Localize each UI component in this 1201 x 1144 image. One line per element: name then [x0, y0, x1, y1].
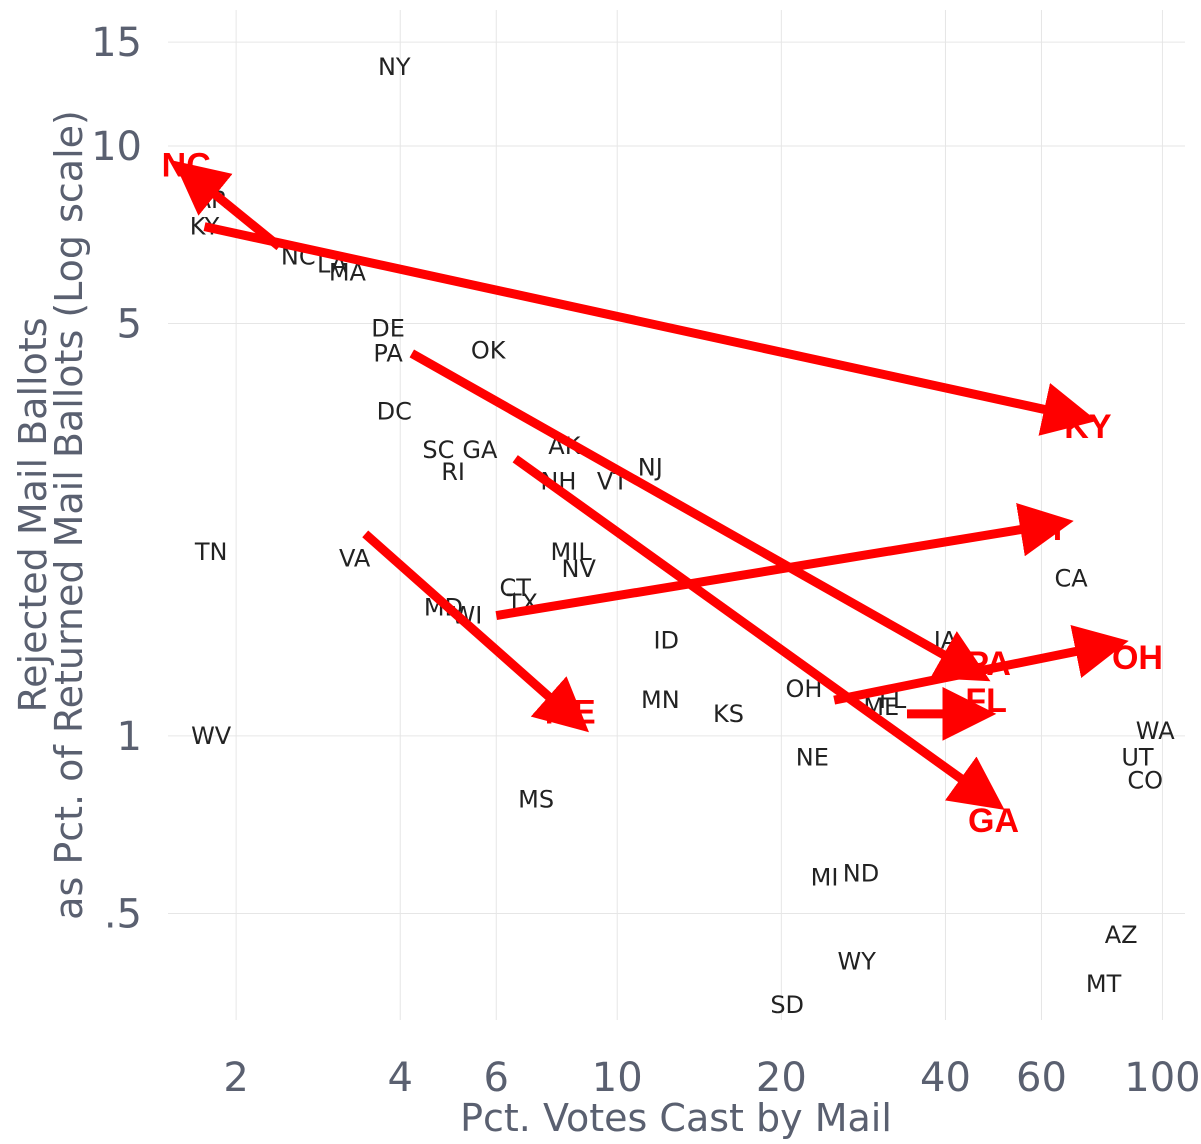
x-tick-label: 4 — [388, 1055, 413, 1101]
state-point-label: AZ — [1105, 921, 1138, 949]
x-tick-label: 20 — [756, 1055, 807, 1101]
x-tick-label: 40 — [920, 1055, 971, 1101]
x-axis-ticks: 2 4 6 10 20 40 60 100 — [223, 1055, 1200, 1101]
x-tick-label: 60 — [1016, 1055, 1067, 1101]
state-point-label: CA — [1055, 564, 1089, 592]
x-tick-label: 2 — [223, 1055, 248, 1101]
annotation-label: NC — [162, 147, 211, 185]
state-point-label: TN — [194, 538, 228, 566]
y-tick-label: .5 — [104, 892, 142, 938]
annotation-label: PA — [966, 645, 1011, 683]
state-point-label: NE — [796, 743, 829, 771]
change-arrow — [495, 502, 1074, 620]
change-arrow — [512, 455, 1005, 810]
state-point-label: WV — [191, 722, 232, 750]
state-point-label: GA — [462, 436, 498, 464]
state-point-label: ND — [843, 859, 879, 887]
y-tick-label: 15 — [91, 20, 142, 66]
state-point-label: OK — [471, 337, 507, 365]
y-tick-label: 10 — [91, 124, 142, 170]
x-tick-label: 10 — [592, 1055, 643, 1101]
y-axis-title-line2: as Pct. of Returned Mail Ballots (Log sc… — [47, 110, 91, 920]
y-tick-label: 5 — [117, 302, 142, 348]
state-point-label: WY — [838, 947, 877, 975]
gridlines — [168, 10, 1185, 1020]
state-point-label: SD — [770, 991, 804, 1019]
state-point-label: NV — [562, 555, 597, 583]
state-point-label: PA — [373, 339, 403, 367]
change-arrow — [362, 530, 590, 733]
x-tick-label: 6 — [484, 1055, 509, 1101]
state-point-label: SC — [422, 436, 454, 464]
y-axis-title-line1: Rejected Mail Ballots — [11, 317, 55, 712]
annotation-arrows — [173, 160, 1129, 810]
state-point-label: MT — [1086, 970, 1122, 998]
state-point-label: UT — [1121, 743, 1154, 771]
annotation-label: KY — [1064, 408, 1112, 446]
annotation-label: GA — [968, 802, 1019, 840]
state-point-label: VA — [339, 544, 371, 572]
state-point-label: RI — [441, 458, 465, 486]
change-arrow — [203, 222, 1097, 436]
state-point-label: MI — [550, 538, 578, 566]
x-tick-label: 100 — [1124, 1055, 1200, 1101]
y-tick-label: 1 — [117, 714, 142, 760]
state-point-label: KS — [713, 700, 744, 728]
annotation-label: OH — [1112, 639, 1163, 677]
annotation-labels: NC KY WI PA OH FL ME GA — [162, 147, 1163, 841]
state-labels: NYARKYNCLAMADEPAOKDCSCGARIAKNHVTNJTNVAMI… — [190, 53, 1175, 1019]
x-axis-title: Pct. Votes Cast by Mail — [460, 1096, 892, 1140]
state-point-label: ID — [653, 627, 679, 655]
state-point-label: CT — [499, 574, 531, 602]
annotation-label: WI — [1021, 510, 1063, 548]
annotation-label: FL — [965, 682, 1007, 720]
state-point-label: MI — [811, 864, 839, 892]
change-arrow — [173, 160, 283, 251]
change-arrow — [409, 349, 991, 682]
annotation-label: ME — [545, 694, 596, 732]
change-arrow — [833, 625, 1129, 705]
state-point-label: IL — [571, 538, 592, 566]
state-point-label: NY — [378, 53, 411, 81]
state-point-label: MN — [641, 686, 680, 714]
state-point-label: MS — [518, 786, 554, 814]
state-point-label: DC — [377, 397, 412, 425]
state-point-label: WA — [1136, 717, 1175, 745]
state-point-label: DE — [371, 315, 405, 343]
state-point-label: NJ — [638, 454, 663, 482]
state-point-label: CO — [1127, 767, 1163, 795]
